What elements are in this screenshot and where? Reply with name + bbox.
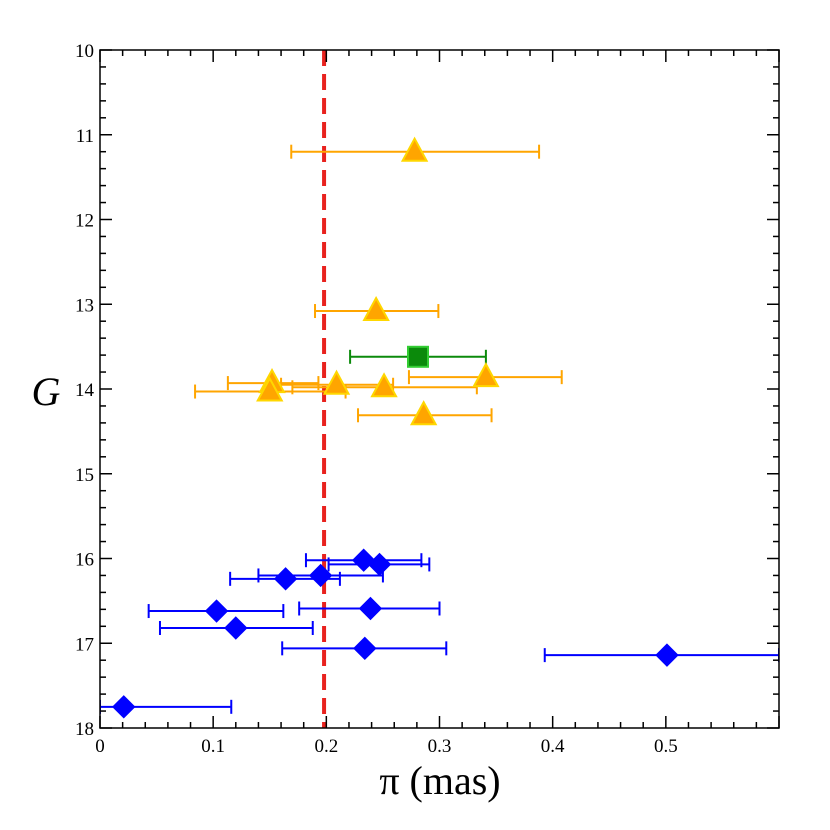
diamond-point [204, 599, 229, 623]
diamond-point [367, 552, 392, 577]
triangle-point [400, 136, 429, 162]
diamond-point [224, 616, 248, 640]
y-tick-label: 17 [75, 634, 94, 655]
y-tick-label: 12 [75, 211, 94, 232]
triangle-point [362, 295, 390, 322]
triangle-point [256, 376, 284, 402]
y-axis-title: G [32, 369, 61, 414]
square-point [406, 345, 429, 368]
x-tick-label: 0 [95, 736, 105, 757]
triangle-point [409, 400, 438, 426]
diamond-point [353, 636, 377, 661]
triangle-point [322, 369, 351, 395]
y-tick-label: 18 [75, 719, 94, 740]
y-tick-label: 14 [75, 380, 95, 401]
y-tick-label: 16 [75, 550, 94, 571]
diamond-point [655, 643, 679, 667]
x-tick-label: 0.1 [201, 736, 225, 757]
diamond-point [273, 567, 298, 591]
diamond-point [112, 695, 136, 719]
x-tick-label: 0.2 [314, 736, 338, 757]
x-tick-label: 0.4 [541, 736, 565, 757]
plot-area [100, 50, 779, 728]
diamond-point [358, 596, 383, 621]
y-tick-label: 11 [76, 126, 94, 147]
y-tick-label: 10 [75, 41, 94, 62]
y-tick-label: 13 [75, 295, 94, 316]
triangle-point [472, 362, 500, 388]
x-tick-label: 0.3 [428, 736, 452, 757]
triangle-point [370, 372, 398, 398]
y-tick-label: 15 [75, 465, 94, 486]
x-axis-title: π (mas) [379, 758, 500, 803]
axes: 0 0.1 0.2 0.3 0.4 0.5 10 11 12 13 14 15 16 17 18 [75, 41, 780, 757]
x-tick-label: 0.5 [654, 736, 678, 757]
diamond-point [308, 563, 333, 588]
